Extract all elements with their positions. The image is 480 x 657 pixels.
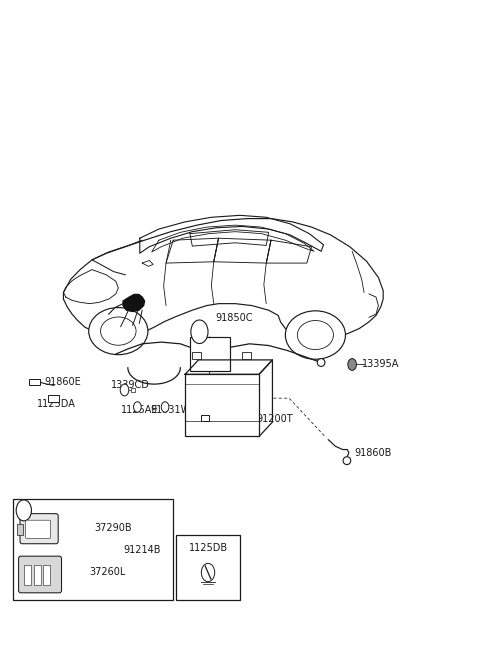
Text: 1125DA: 1125DA — [37, 399, 76, 409]
Bar — [185, 374, 259, 436]
FancyBboxPatch shape — [19, 556, 61, 593]
FancyBboxPatch shape — [20, 514, 58, 544]
Text: 1339CD: 1339CD — [111, 380, 150, 390]
Text: 91931W: 91931W — [151, 405, 191, 415]
Circle shape — [348, 359, 357, 371]
Bar — [29, 379, 39, 386]
Ellipse shape — [317, 359, 325, 367]
Text: 91200T: 91200T — [257, 414, 293, 424]
Bar — [34, 565, 40, 585]
Text: 1125AE: 1125AE — [121, 405, 158, 415]
Text: 37260L: 37260L — [90, 567, 126, 577]
Text: a: a — [22, 506, 26, 515]
Bar — [131, 388, 135, 392]
Bar — [17, 524, 23, 535]
Ellipse shape — [298, 321, 334, 350]
Text: 13395A: 13395A — [362, 359, 399, 369]
Circle shape — [16, 500, 32, 521]
FancyBboxPatch shape — [26, 520, 50, 539]
Bar — [201, 415, 209, 421]
Text: 91850C: 91850C — [215, 313, 252, 323]
Bar — [13, 499, 173, 600]
Text: a: a — [197, 327, 202, 336]
Bar — [242, 352, 251, 359]
Bar — [24, 565, 31, 585]
Ellipse shape — [89, 307, 148, 355]
Bar — [192, 352, 201, 359]
Text: 91214B: 91214B — [123, 545, 161, 555]
Circle shape — [201, 563, 215, 581]
Ellipse shape — [285, 311, 346, 359]
Circle shape — [161, 402, 169, 412]
Circle shape — [133, 402, 141, 412]
Text: 37290B: 37290B — [95, 523, 132, 533]
Text: 1125DB: 1125DB — [189, 543, 228, 553]
Text: 91860B: 91860B — [355, 448, 392, 458]
Bar — [43, 565, 50, 585]
Polygon shape — [123, 294, 144, 311]
Circle shape — [191, 320, 208, 344]
Ellipse shape — [343, 457, 351, 464]
Circle shape — [120, 384, 129, 396]
Bar — [176, 535, 240, 600]
Ellipse shape — [100, 317, 136, 345]
Text: 91860E: 91860E — [44, 377, 81, 387]
Bar — [48, 396, 59, 402]
Bar — [190, 337, 230, 371]
